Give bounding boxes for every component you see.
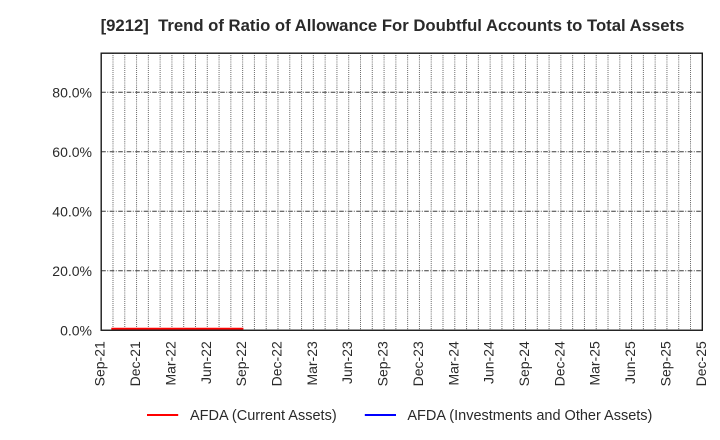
- svg-text:Jun-23: Jun-23: [339, 341, 355, 384]
- svg-text:Sep-23: Sep-23: [375, 341, 391, 386]
- svg-text:20.0%: 20.0%: [52, 263, 92, 279]
- svg-text:AFDA (Current Assets): AFDA (Current Assets): [190, 408, 337, 424]
- svg-text:60.0%: 60.0%: [52, 144, 92, 160]
- svg-text:Dec-23: Dec-23: [410, 341, 426, 386]
- svg-text:Mar-22: Mar-22: [162, 341, 178, 386]
- svg-text:80.0%: 80.0%: [52, 85, 92, 101]
- svg-text:[9212] Trend of Ratio of Allo: [9212] Trend of Ratio of Allowance For D…: [101, 16, 685, 35]
- svg-text:Dec-22: Dec-22: [268, 341, 284, 386]
- svg-text:Dec-24: Dec-24: [551, 341, 567, 386]
- svg-text:40.0%: 40.0%: [52, 204, 92, 220]
- svg-text:Mar-25: Mar-25: [587, 341, 603, 386]
- svg-text:Mar-23: Mar-23: [304, 341, 320, 386]
- svg-text:0.0%: 0.0%: [60, 322, 92, 338]
- svg-text:Sep-21: Sep-21: [92, 341, 108, 386]
- svg-text:Mar-24: Mar-24: [445, 341, 461, 386]
- svg-text:Dec-21: Dec-21: [127, 341, 143, 386]
- svg-text:AFDA (Investments and Other As: AFDA (Investments and Other Assets): [407, 408, 652, 424]
- svg-text:Dec-25: Dec-25: [693, 341, 709, 386]
- svg-text:Sep-25: Sep-25: [657, 341, 673, 386]
- svg-text:Jun-25: Jun-25: [622, 341, 638, 384]
- svg-text:Sep-22: Sep-22: [233, 341, 249, 386]
- svg-text:Jun-24: Jun-24: [481, 341, 497, 384]
- svg-text:Jun-22: Jun-22: [198, 341, 214, 384]
- svg-text:Sep-24: Sep-24: [516, 341, 532, 386]
